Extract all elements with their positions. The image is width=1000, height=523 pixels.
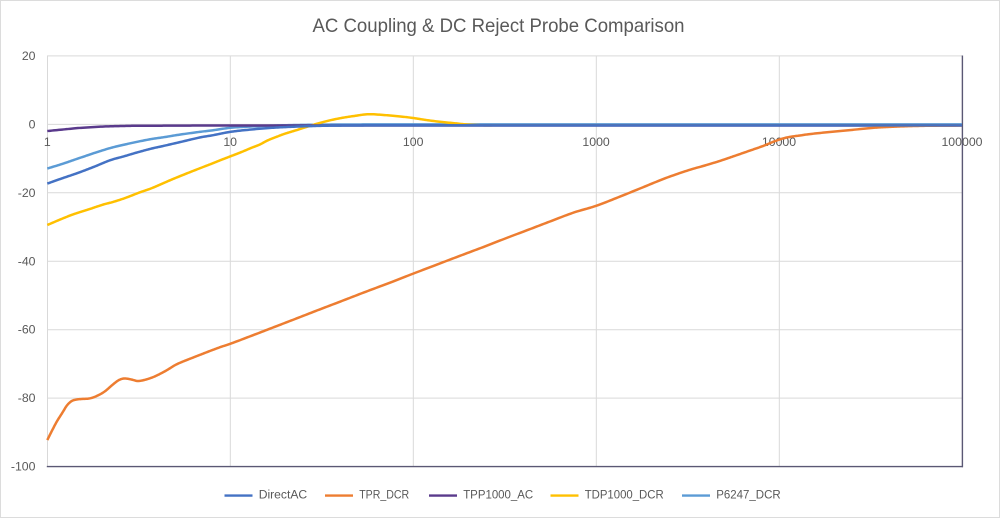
svg-text:100: 100	[403, 135, 424, 149]
svg-text:-60: -60	[18, 323, 36, 337]
svg-text:-80: -80	[18, 391, 36, 405]
svg-text:-20: -20	[18, 186, 36, 200]
svg-text:1000: 1000	[582, 135, 610, 149]
svg-text:TPR_DCR: TPR_DCR	[359, 487, 409, 501]
svg-text:0: 0	[29, 117, 36, 131]
svg-text:-100: -100	[11, 460, 36, 474]
svg-text:TDP1000_DCR: TDP1000_DCR	[585, 487, 664, 501]
svg-text:TPP1000_AC: TPP1000_AC	[463, 487, 533, 501]
svg-text:P6247_DCR: P6247_DCR	[716, 487, 781, 501]
svg-text:1: 1	[44, 135, 51, 149]
svg-text:-40: -40	[18, 254, 36, 268]
svg-text:10: 10	[223, 135, 237, 149]
svg-text:100000: 100000	[941, 135, 982, 149]
svg-text:DirectAC: DirectAC	[259, 487, 308, 501]
svg-text:20: 20	[22, 49, 36, 63]
svg-text:AC Coupling & DC Reject Probe: AC Coupling & DC Reject Probe Comparison	[313, 15, 685, 37]
